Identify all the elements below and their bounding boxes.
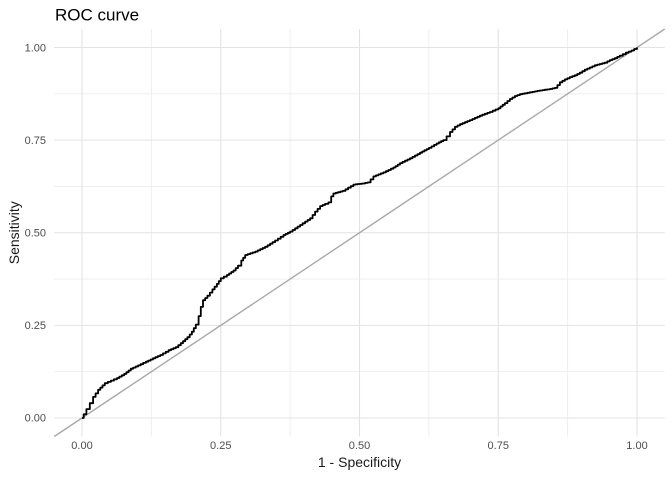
y-tick-label-0.00: 0.00 [25,413,46,425]
y-tick-label-0.75: 0.75 [25,135,46,147]
y-tick-label-1.00: 1.00 [25,43,46,55]
y-tick-label-0.25: 0.25 [25,320,46,332]
y-tick-label-0.50: 0.50 [25,228,46,240]
grid-major-lines [54,29,665,437]
x-tick-label-1.00: 1.00 [626,440,647,452]
x-tick-label-0.25: 0.25 [210,440,231,452]
x-axis-title: 1 - Specificity [318,454,401,470]
plot-title: ROC curve [55,6,139,25]
reference-diagonal-line [53,28,666,438]
x-tick-label-0.50: 0.50 [349,440,370,452]
y-axis-title: Sensitivity [6,201,22,264]
roc-curve-line [82,47,638,419]
x-tick-label-0.75: 0.75 [488,440,509,452]
y-axis-tick-labels: 0.00 0.25 0.50 0.75 1.00 [25,43,46,425]
roc-curve-path [82,47,638,419]
x-tick-label-0.00: 0.00 [71,440,92,452]
x-axis-tick-labels: 0.00 0.25 0.50 0.75 1.00 [71,440,647,452]
